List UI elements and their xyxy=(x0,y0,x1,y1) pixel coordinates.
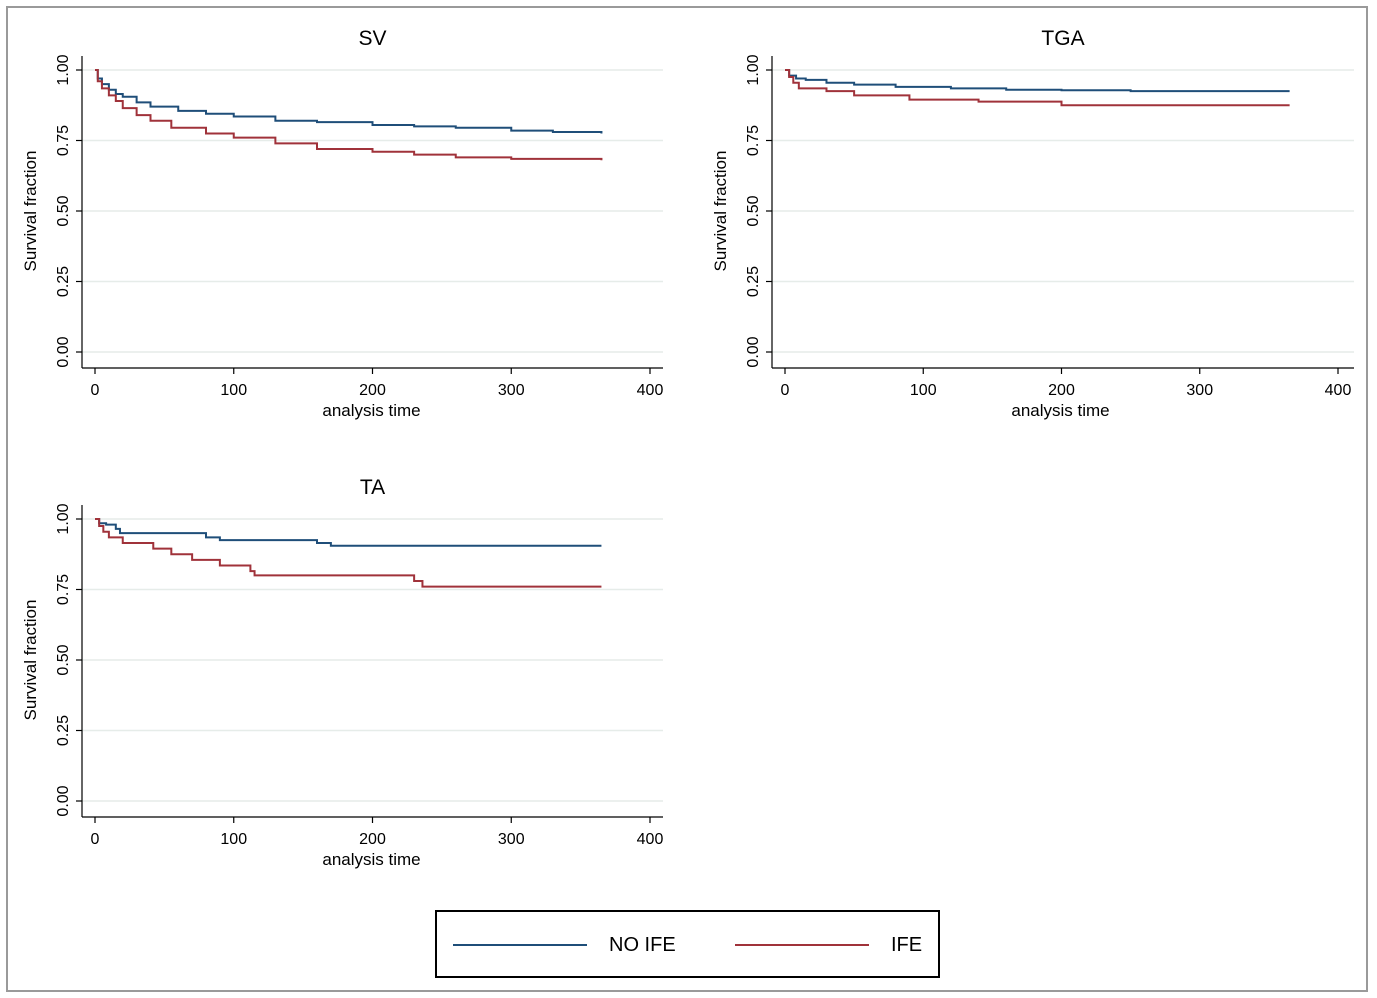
panel-2-series-ife xyxy=(785,69,1290,107)
panel-3-y-axis-label: Survival fraction xyxy=(21,600,40,721)
panel-3-y-tick-label: 0.50 xyxy=(55,644,72,675)
panel-1-x-tick-label: 400 xyxy=(637,382,664,399)
panel-2-y-tick-label: 1.00 xyxy=(745,54,762,85)
panel-3-series-no-ife xyxy=(95,518,602,547)
panel-2-x-tick-label: 300 xyxy=(1186,382,1213,399)
panel-3-series-ife xyxy=(95,518,602,588)
panel-2-x-tick-label: 100 xyxy=(910,382,937,399)
panel-3-x-tick-label: 300 xyxy=(498,831,525,848)
panel-2-y-tick-label: 0.25 xyxy=(745,266,762,297)
panel-3-y-tick-label: 0.00 xyxy=(55,785,72,816)
panel-2-y-tick-label: 0.50 xyxy=(745,195,762,226)
panel-1-x-axis-label: analysis time xyxy=(322,401,420,420)
panel-1-y-tick-label: 0.25 xyxy=(55,266,72,297)
panel-1-y-tick-label: 0.50 xyxy=(55,195,72,226)
panel-3-title: TA xyxy=(360,476,385,499)
panel-3-x-tick-label: 200 xyxy=(359,831,386,848)
panel-1-x-tick-label: 0 xyxy=(91,382,100,399)
panel-1-x-tick-label: 200 xyxy=(359,382,386,399)
panel-1-y-tick-label: 1.00 xyxy=(55,54,72,85)
legend-label-ife: IFE xyxy=(891,934,923,956)
panel-2-title: TGA xyxy=(1041,27,1084,50)
legend-line-ife xyxy=(735,944,869,946)
figure-frame xyxy=(6,6,1368,992)
panel-1-series-ife xyxy=(95,69,603,161)
panel-3-y-tick-label: 0.25 xyxy=(55,715,72,746)
panel-3-x-axis-label: analysis time xyxy=(322,850,420,869)
panel-2-x-axis-label: analysis time xyxy=(1011,401,1109,420)
panel-3-x-tick-label: 0 xyxy=(91,831,100,848)
panel-2-x-tick-label: 400 xyxy=(1325,382,1352,399)
panel-1-y-tick-label: 0.00 xyxy=(55,336,72,367)
legend-line-no-ife xyxy=(453,944,587,946)
panel-1-y-tick-label: 0.75 xyxy=(55,125,72,156)
panel-1-y-axis-label: Survival fraction xyxy=(21,151,40,272)
panel-3-x-tick-label: 100 xyxy=(220,831,247,848)
panel-2-y-axis-label: Survival fraction xyxy=(711,151,730,272)
panel-2-y-tick-label: 0.75 xyxy=(745,125,762,156)
legend: NO IFE IFE xyxy=(435,910,940,978)
legend-label-no-ife: NO IFE xyxy=(609,934,676,956)
panel-3-y-tick-label: 1.00 xyxy=(55,503,72,534)
panel-2-series-no-ife xyxy=(785,69,1290,93)
panel-2-x-tick-label: 200 xyxy=(1048,382,1075,399)
panel-1-x-tick-label: 100 xyxy=(220,382,247,399)
panel-1-x-tick-label: 300 xyxy=(498,382,525,399)
panel-3-x-tick-label: 400 xyxy=(637,831,664,848)
panel-3-y-tick-label: 0.75 xyxy=(55,574,72,605)
panel-1-title: SV xyxy=(358,27,386,50)
panel-2-x-tick-label: 0 xyxy=(781,382,790,399)
panel-2-y-tick-label: 0.00 xyxy=(745,336,762,367)
